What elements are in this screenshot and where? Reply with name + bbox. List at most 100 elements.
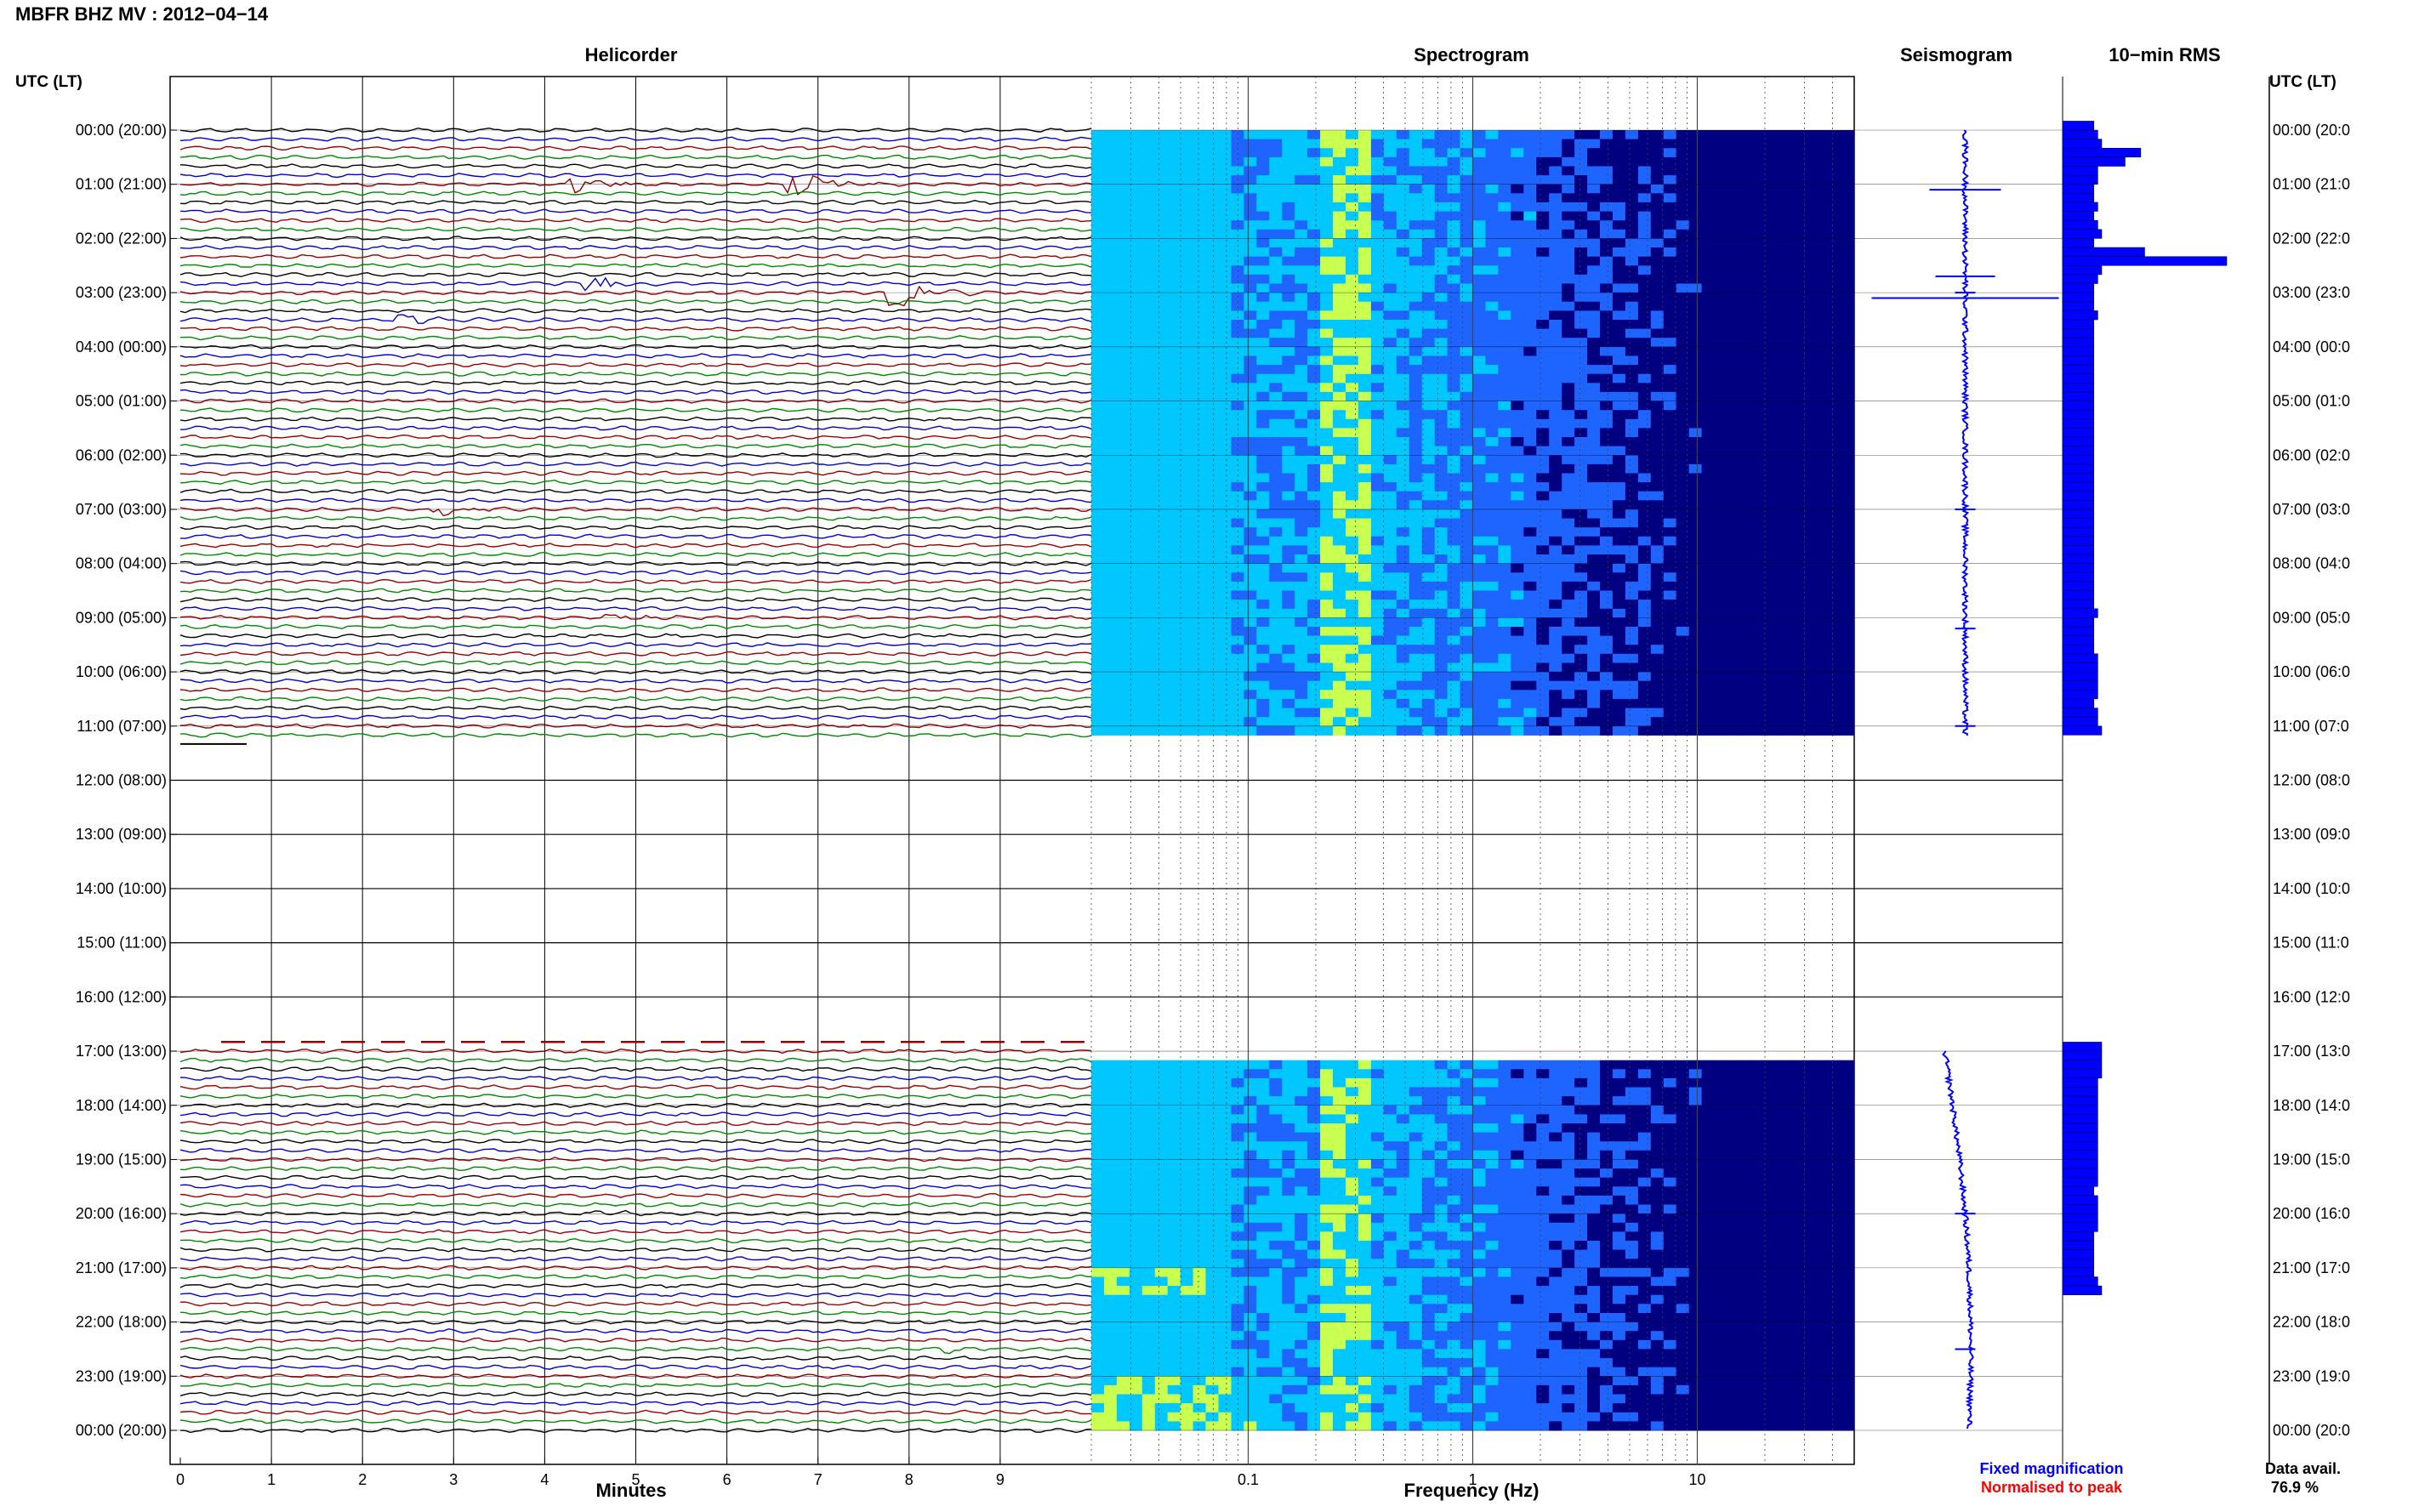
spectrogram-cell <box>1256 383 1270 393</box>
spectrogram-cell <box>1511 518 1524 528</box>
spectrogram-cell <box>1663 184 1677 194</box>
spectrogram-cell <box>1180 672 1194 682</box>
spectrogram-cell <box>1383 708 1397 718</box>
spectrogram-cell <box>1205 265 1219 276</box>
spectrogram-cell <box>1650 175 1665 185</box>
spectrogram-cell <box>1307 202 1321 212</box>
spectrogram-cell <box>1256 581 1270 591</box>
spectrogram-cell <box>1485 193 1499 203</box>
spectrogram-cell <box>1472 383 1486 393</box>
spectrogram-cell <box>1536 717 1550 727</box>
spectrogram-cell <box>1676 662 1690 673</box>
spectrogram-cell <box>1637 1114 1652 1124</box>
spectrogram-cell <box>1295 274 1308 284</box>
spectrogram-cell <box>1091 536 1105 546</box>
spectrogram-cell <box>1727 320 1740 330</box>
spectrogram-cell <box>1549 1060 1562 1070</box>
spectrogram-cell <box>1244 1177 1257 1187</box>
spectrogram-cell <box>1511 1096 1524 1106</box>
spectrogram-cell <box>1676 627 1690 637</box>
spectrogram-cell <box>1701 645 1716 655</box>
spectrogram-cell <box>1091 1060 1105 1070</box>
spectrogram-cell <box>1396 383 1410 393</box>
spectrogram-cell <box>1574 373 1588 384</box>
spectrogram-cell <box>1701 391 1716 401</box>
spectrogram-cell <box>1141 175 1156 185</box>
spectrogram-cell <box>1396 1132 1410 1142</box>
spectrogram-cell <box>1790 1132 1804 1142</box>
spectrogram-cell <box>1739 1105 1753 1115</box>
spectrogram-cell <box>1282 391 1295 401</box>
spectrogram-cell <box>1472 1069 1486 1079</box>
spectrogram-cell <box>1205 491 1219 501</box>
spectrogram-cell <box>1320 139 1334 149</box>
spectrogram-cell <box>1688 491 1703 501</box>
spectrogram-cell <box>1307 1077 1321 1088</box>
spectrogram-cell <box>1778 1141 1791 1151</box>
spectrogram-cell <box>1829 1096 1842 1106</box>
spectrogram-cell <box>1701 265 1716 276</box>
spectrogram-cell <box>1141 320 1156 330</box>
spectrogram-cell <box>1333 627 1346 637</box>
spectrogram-cell <box>1536 1150 1550 1160</box>
spectrogram-cell <box>1346 310 1359 321</box>
spectrogram-cell <box>1357 355 1372 366</box>
spectrogram-cell <box>1549 1150 1562 1160</box>
spectrogram-cell <box>1778 491 1791 501</box>
spectrogram-cell <box>1256 617 1270 628</box>
spectrogram-cell <box>1396 725 1410 736</box>
spectrogram-cell <box>1663 645 1677 655</box>
spectrogram-cell <box>1383 184 1397 194</box>
spectrogram-cell <box>1739 401 1753 411</box>
spectrogram-cell <box>1701 328 1716 338</box>
spectrogram-cell <box>1104 581 1118 591</box>
spectrogram-cell <box>1104 202 1118 212</box>
spectrogram-cell <box>1562 338 1575 348</box>
spectrogram-cell <box>1739 446 1753 456</box>
spectrogram-cell <box>1650 247 1665 258</box>
spectrogram-cell <box>1511 148 1524 158</box>
spectrogram-cell <box>1752 645 1766 655</box>
spectrogram-cell <box>1205 211 1219 221</box>
spectrogram-cell <box>1180 563 1194 573</box>
spectrogram-cell <box>1091 653 1105 663</box>
helicorder-trace <box>179 551 1092 558</box>
spectrogram-cell <box>1192 690 1207 700</box>
spectrogram-cell <box>1141 563 1156 573</box>
spectrogram-cell <box>1104 1060 1118 1070</box>
spectrogram-cell <box>1841 725 1855 736</box>
spectrogram-cell <box>1637 338 1652 348</box>
spectrogram-cell <box>1816 338 1830 348</box>
spectrogram-cell <box>1803 211 1817 221</box>
spectrogram-cell <box>1307 148 1321 158</box>
spectrogram-cell <box>1167 662 1181 673</box>
spectrogram-cell <box>1600 274 1614 284</box>
spectrogram-cell <box>1498 1077 1511 1088</box>
spectrogram-cell <box>1205 1087 1219 1097</box>
spectrogram-cell <box>1307 1123 1321 1134</box>
spectrogram-cell <box>1421 1105 1436 1115</box>
spectrogram-cell <box>1498 310 1511 321</box>
spectrogram-cell <box>1307 184 1321 194</box>
spectrogram-cell <box>1650 220 1665 230</box>
spectrogram-cell <box>1116 698 1130 708</box>
spectrogram-cell <box>1180 572 1194 583</box>
spectrogram-cell <box>1600 193 1614 203</box>
spectrogram-cell <box>1485 600 1499 610</box>
spectrogram-cell <box>1205 672 1219 682</box>
spectrogram-cell <box>1447 346 1461 356</box>
spectrogram-cell <box>1421 310 1436 321</box>
spectrogram-cell <box>1829 1114 1842 1124</box>
spectrogram-cell <box>1472 1105 1486 1115</box>
spectrogram-cell <box>1600 1060 1614 1070</box>
spectrogram-cell <box>1116 617 1130 628</box>
spectrogram-cell <box>1434 1114 1449 1124</box>
spectrogram-cell <box>1370 680 1385 691</box>
spectrogram-cell <box>1104 1114 1118 1124</box>
spectrogram-cell <box>1701 1150 1716 1160</box>
spectrogram-cell <box>1790 554 1804 565</box>
spectrogram-cell <box>1346 338 1359 348</box>
spectrogram-cell <box>1790 401 1804 411</box>
spectrogram-cell <box>1091 301 1105 311</box>
spectrogram-cell <box>1231 274 1244 284</box>
